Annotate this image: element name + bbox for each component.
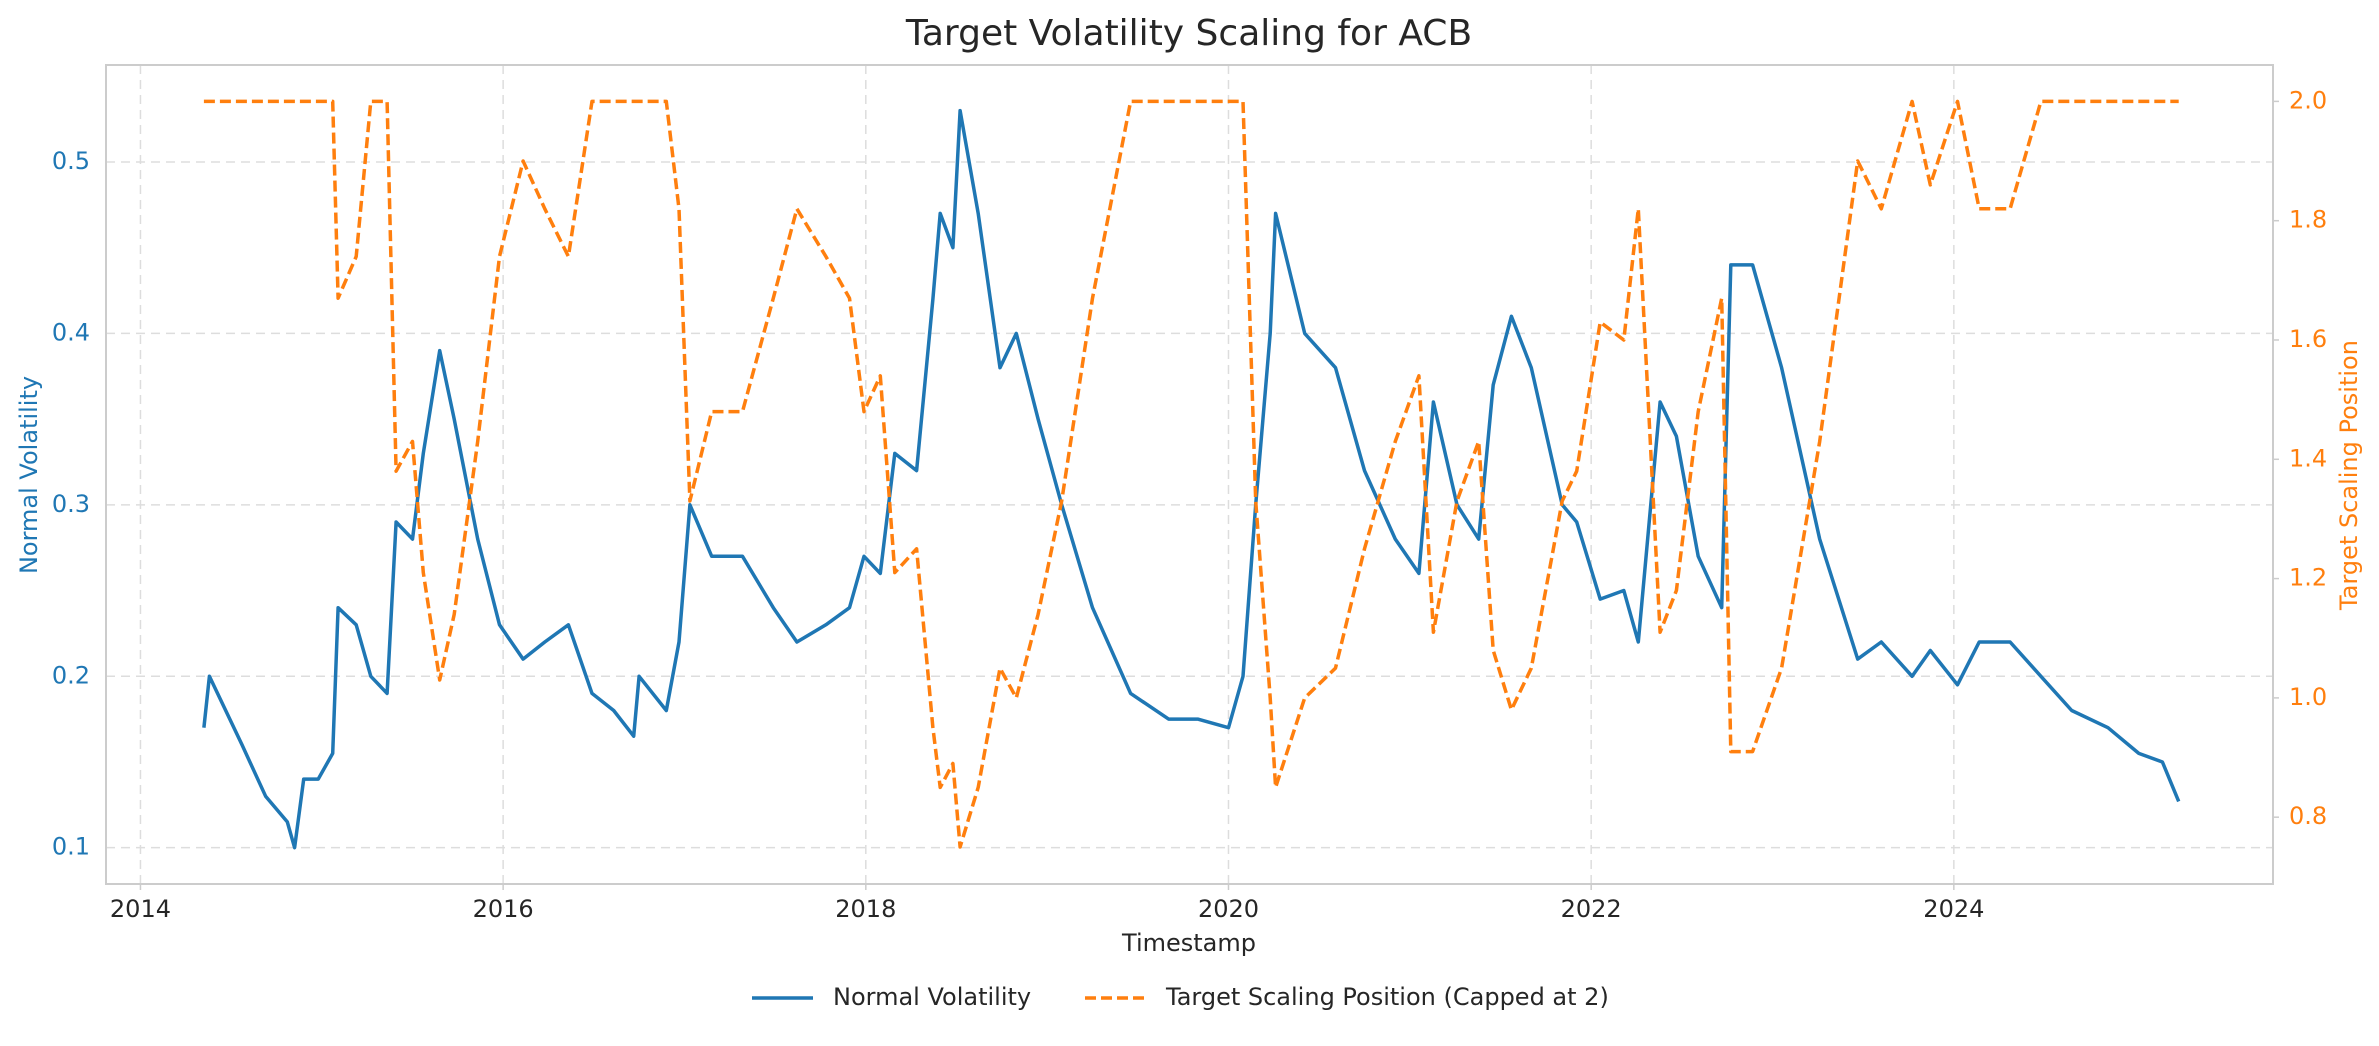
y2-axis-label: Target Scaling Position bbox=[2335, 340, 2363, 611]
y2-tick-label: 0.8 bbox=[2289, 802, 2327, 830]
x-tick-label: 2022 bbox=[1561, 895, 1622, 923]
y-tick-label: 0.5 bbox=[52, 147, 90, 175]
y2-tick-label: 2.0 bbox=[2289, 86, 2327, 114]
y-tick-label: 0.3 bbox=[52, 490, 90, 518]
series-line bbox=[203, 99, 2179, 849]
series-line bbox=[202, 108, 2181, 850]
legend-label: Target Scaling Position (Capped at 2) bbox=[1165, 983, 1609, 1011]
x-tick-label: 2016 bbox=[473, 895, 534, 923]
x-tick-label: 2018 bbox=[835, 895, 896, 923]
y2-tick-label: 1.4 bbox=[2289, 444, 2327, 472]
y2-tick-label: 1.0 bbox=[2289, 683, 2327, 711]
y-tick-label: 0.1 bbox=[52, 833, 90, 861]
chart-title: Target Volatility Scaling for ACB bbox=[905, 13, 1472, 54]
x-axis-label: Timestamp bbox=[1121, 929, 1256, 957]
x-tick-label: 2014 bbox=[110, 895, 171, 923]
y-axis-label: Normal Volatility bbox=[15, 376, 43, 574]
y2-tick-label: 1.6 bbox=[2289, 325, 2327, 353]
y2-tick-label: 1.8 bbox=[2289, 206, 2327, 234]
plot-frame bbox=[105, 64, 2274, 885]
y-tick-label: 0.4 bbox=[52, 318, 90, 346]
y-tick-label: 0.2 bbox=[52, 661, 90, 689]
x-tick-label: 2020 bbox=[1198, 895, 1259, 923]
legend-label: Normal Volatility bbox=[833, 983, 1031, 1011]
y2-tick-label: 1.2 bbox=[2289, 564, 2327, 592]
x-tick-label: 2024 bbox=[1923, 895, 1984, 923]
